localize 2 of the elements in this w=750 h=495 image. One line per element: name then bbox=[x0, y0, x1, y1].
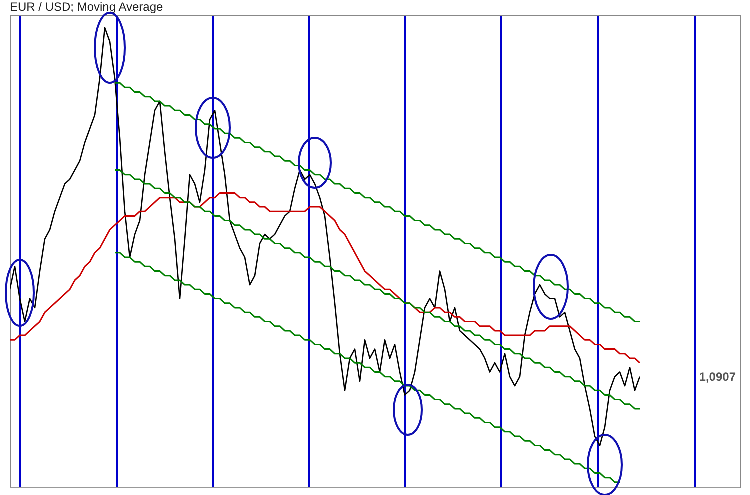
chart-title: EUR / USD; Moving Average bbox=[10, 0, 164, 14]
annotation: 1,0907 bbox=[699, 370, 736, 384]
